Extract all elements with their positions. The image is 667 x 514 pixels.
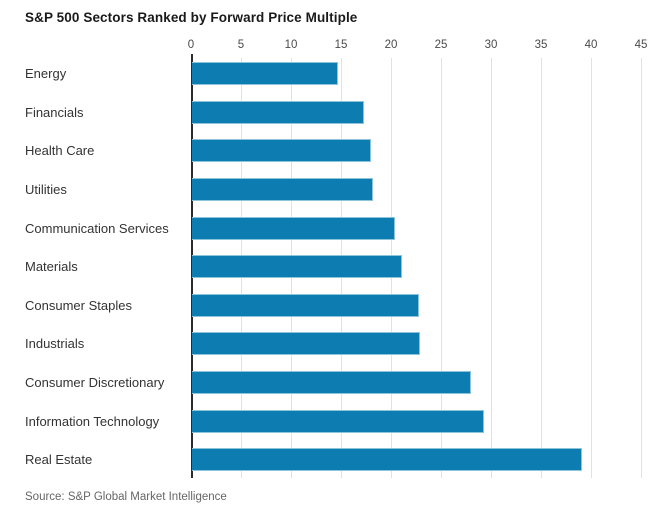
chart-title: S&P 500 Sectors Ranked by Forward Price … bbox=[25, 10, 358, 25]
category-label: Consumer Discretionary bbox=[25, 375, 165, 391]
bar bbox=[192, 409, 484, 433]
x-tick-label: 45 bbox=[634, 39, 648, 51]
bar-row: Energy bbox=[25, 62, 338, 85]
x-tick-label: 40 bbox=[584, 39, 598, 51]
bar-row: Financials bbox=[25, 100, 364, 124]
x-tick-label: 25 bbox=[434, 39, 448, 51]
x-tick-label: 20 bbox=[384, 39, 398, 51]
category-label: Health Care bbox=[25, 143, 95, 159]
x-tick-label: 35 bbox=[534, 39, 548, 51]
category-label: Industrials bbox=[25, 336, 85, 352]
bar bbox=[192, 293, 419, 317]
bar bbox=[192, 216, 395, 240]
category-label: Materials bbox=[25, 259, 78, 275]
bar bbox=[192, 139, 371, 163]
gridline bbox=[541, 58, 542, 478]
bar bbox=[192, 332, 420, 356]
gridline bbox=[591, 58, 592, 478]
category-label: Utilities bbox=[25, 181, 67, 197]
x-tick-label: 10 bbox=[284, 39, 298, 51]
source-note: Source: S&P Global Market Intelligence bbox=[25, 491, 227, 503]
bar bbox=[192, 255, 402, 279]
category-label: Communication Services bbox=[25, 220, 169, 236]
category-label: Consumer Staples bbox=[25, 297, 132, 313]
category-label: Financials bbox=[25, 104, 84, 120]
x-tick-label: 15 bbox=[334, 39, 348, 51]
bar-row: Communication Services bbox=[25, 216, 395, 240]
x-tick-label: 5 bbox=[237, 39, 245, 51]
bar bbox=[192, 177, 373, 201]
bar bbox=[192, 100, 364, 124]
bar-row: Real Estate bbox=[25, 448, 582, 472]
category-label: Real Estate bbox=[25, 452, 93, 468]
bar bbox=[192, 62, 338, 85]
bar-row: Utilities bbox=[25, 177, 373, 201]
category-label: Information Technology bbox=[25, 413, 160, 429]
bar-row: Materials bbox=[25, 255, 402, 279]
bar bbox=[192, 371, 471, 395]
bar-row: Industrials bbox=[25, 332, 420, 356]
gridline bbox=[641, 58, 642, 478]
gridline bbox=[491, 58, 492, 478]
x-tick-label: 0 bbox=[187, 39, 195, 51]
category-label: Energy bbox=[25, 66, 67, 81]
bar-row: Information Technology bbox=[25, 409, 484, 433]
gridline bbox=[441, 58, 442, 478]
bar-row: Health Care bbox=[25, 139, 371, 163]
y-axis-line bbox=[191, 54, 193, 478]
bar bbox=[192, 448, 582, 472]
bar-row: Consumer Discretionary bbox=[25, 371, 471, 395]
x-tick-label: 30 bbox=[484, 39, 498, 51]
bar-row: Consumer Staples bbox=[25, 293, 419, 317]
